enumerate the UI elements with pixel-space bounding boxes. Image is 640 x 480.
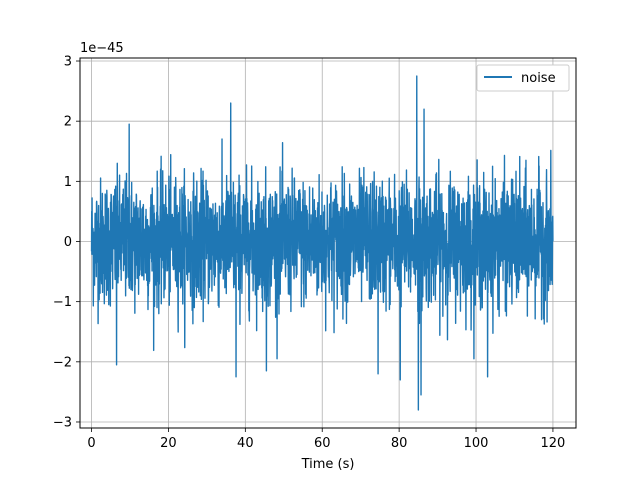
x-tick-label: 100	[464, 436, 489, 451]
x-tick-label: 80	[391, 436, 408, 451]
x-axis-label: Time (s)	[301, 457, 355, 472]
legend: noise	[476, 64, 570, 92]
x-tick-label: 0	[87, 436, 95, 451]
x-tick-label: 60	[314, 436, 331, 451]
x-tick-label: 40	[237, 436, 254, 451]
legend-box	[476, 64, 570, 92]
y-tick-label: −2	[53, 355, 72, 370]
series-line-noise	[90, 75, 554, 411]
y-offset-label: 1e−45	[80, 41, 124, 56]
x-tick-label: 20	[160, 436, 177, 451]
y-tick-label: 1	[64, 175, 72, 190]
y-tick-label: −1	[53, 295, 72, 310]
series-layer	[90, 75, 554, 411]
legend-label-noise: noise	[521, 71, 556, 86]
y-axis-ticks: −3 −2 −1 0 1 2 3	[53, 55, 80, 430]
x-tick-label: 120	[541, 436, 566, 451]
plot-frame	[79, 57, 577, 429]
y-tick-label: 2	[64, 115, 72, 130]
y-tick-label: −3	[53, 415, 72, 430]
y-tick-label: 0	[64, 235, 72, 250]
x-axis-ticks: 0 20 40 60 80 100 120	[87, 428, 565, 451]
y-tick-label: 3	[64, 55, 72, 70]
